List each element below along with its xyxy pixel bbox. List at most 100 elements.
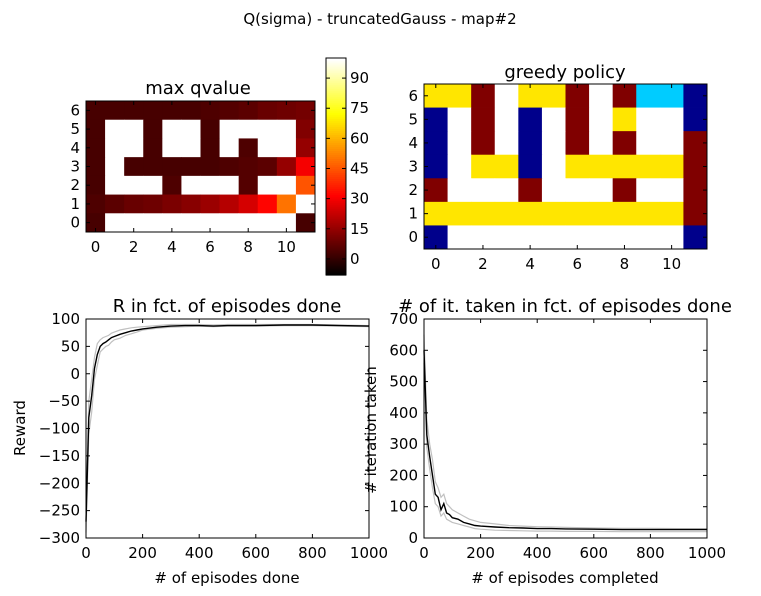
heatmap-cell — [612, 201, 637, 226]
x-tick-label: 8 — [620, 255, 630, 273]
y-tick-label: 6 — [408, 87, 418, 105]
heatmap-cell — [276, 213, 297, 233]
heatmap-cell — [257, 101, 278, 121]
y-tick-label: −100 — [39, 420, 80, 438]
heatmap-cell — [518, 201, 543, 226]
heatmap-cell — [659, 225, 684, 250]
colorbar-step — [326, 58, 346, 61]
colorbar-step — [326, 104, 346, 107]
colorbar-step — [326, 154, 346, 158]
colorbar-step — [326, 188, 346, 192]
heatmap-cell — [494, 225, 519, 250]
iterations-y-ticks: 700 600 500 400 300 200 100 0 — [389, 310, 707, 547]
colorbar-step — [326, 112, 346, 115]
colorbar-step — [326, 182, 346, 186]
colorbar-step — [326, 162, 346, 166]
heatmap-cell — [162, 119, 182, 139]
x-tick-label: 6 — [205, 238, 215, 256]
y-tick-label: −150 — [39, 447, 80, 465]
heatmap-cell — [683, 131, 708, 156]
colorbar-step — [326, 82, 346, 85]
heatmap-cell — [105, 157, 125, 177]
heatmap-cell — [518, 84, 543, 108]
x-tick-label: 600 — [241, 544, 270, 562]
reward-y-axis-label: Reward — [11, 400, 29, 456]
colorbar-step — [326, 260, 346, 264]
heatmap-cell — [589, 84, 614, 108]
heatmap-cell — [612, 178, 637, 203]
colorbar-step — [326, 118, 346, 121]
colorbar-step — [326, 262, 346, 266]
greedy-policy-title: greedy policy — [504, 62, 626, 83]
heatmap-cell — [494, 84, 519, 108]
colorbar-step — [326, 164, 346, 168]
colorbar-step — [326, 72, 346, 75]
heatmap-cell — [143, 119, 163, 139]
heatmap-cell — [124, 119, 144, 139]
colorbar-step — [326, 194, 346, 198]
heatmap-cell — [295, 194, 316, 214]
colorbar-step — [326, 220, 346, 224]
colorbar-step — [326, 80, 346, 83]
y-tick-label: 50 — [61, 337, 80, 355]
heatmap-cell — [683, 225, 708, 250]
colorbar-step — [326, 272, 346, 276]
heatmap-cell — [659, 178, 684, 203]
heatmap-cell — [659, 154, 684, 179]
x-tick-label: 800 — [636, 544, 665, 562]
x-tick-label: 0 — [81, 544, 91, 562]
heatmap-cell — [659, 131, 684, 156]
colorbar-step — [326, 76, 346, 79]
heatmap-cell — [518, 154, 543, 179]
y-tick-label: 3 — [70, 158, 80, 176]
y-tick-label: 0 — [70, 365, 80, 383]
colorbar-step — [326, 120, 346, 123]
colorbar-step — [326, 134, 346, 137]
x-tick-label: 0 — [91, 238, 101, 256]
x-tick-label: 600 — [579, 544, 608, 562]
heatmap-cell — [636, 225, 661, 250]
heatmap-cell — [295, 119, 316, 139]
heatmap-cell — [636, 178, 661, 203]
heatmap-cell — [162, 138, 182, 158]
x-tick-label: 1000 — [350, 544, 388, 562]
heatmap-cell — [238, 101, 259, 121]
colorbar-step — [326, 66, 346, 69]
heatmap-cell — [276, 157, 297, 177]
heatmap-cell — [86, 157, 106, 177]
heatmap-cell — [276, 138, 297, 158]
x-tick-label: 10 — [662, 255, 681, 273]
colorbar-step — [326, 204, 346, 208]
heatmap-cell — [219, 157, 240, 177]
heatmap-cell — [200, 138, 220, 158]
heatmap-cell — [518, 131, 543, 156]
x-tick-label: 1000 — [688, 544, 726, 562]
x-tick-label: 200 — [466, 544, 495, 562]
heatmap-cell — [683, 178, 708, 203]
colorbar-step — [326, 174, 346, 178]
heatmap-cell — [683, 154, 708, 179]
heatmap-cell — [105, 101, 125, 121]
colorbar-step — [326, 226, 346, 230]
colorbar-step — [326, 216, 346, 220]
colorbar-step — [326, 116, 346, 119]
heatmap-cell — [238, 157, 259, 177]
colorbar-step — [326, 208, 346, 212]
colorbar-step — [326, 110, 346, 113]
colorbar-step — [326, 64, 346, 67]
colorbar-step — [326, 62, 346, 65]
colorbar-step — [326, 98, 346, 101]
colorbar-step — [326, 268, 346, 272]
x-tick-label: 2 — [129, 238, 139, 256]
heatmap-cell — [447, 131, 472, 156]
heatmap-cell — [295, 175, 316, 195]
reward-x-ticks: 0 200 400 600 800 1000 — [81, 319, 388, 562]
colorbar-step — [326, 108, 346, 111]
heatmap-cell — [471, 131, 496, 156]
colorbar-step — [326, 140, 346, 143]
colorbar-tick-label: 15 — [350, 220, 369, 238]
heatmap-cell — [541, 154, 566, 179]
colorbar-step — [326, 232, 346, 236]
heatmap-cell — [143, 194, 163, 214]
x-tick-label: 8 — [243, 238, 253, 256]
